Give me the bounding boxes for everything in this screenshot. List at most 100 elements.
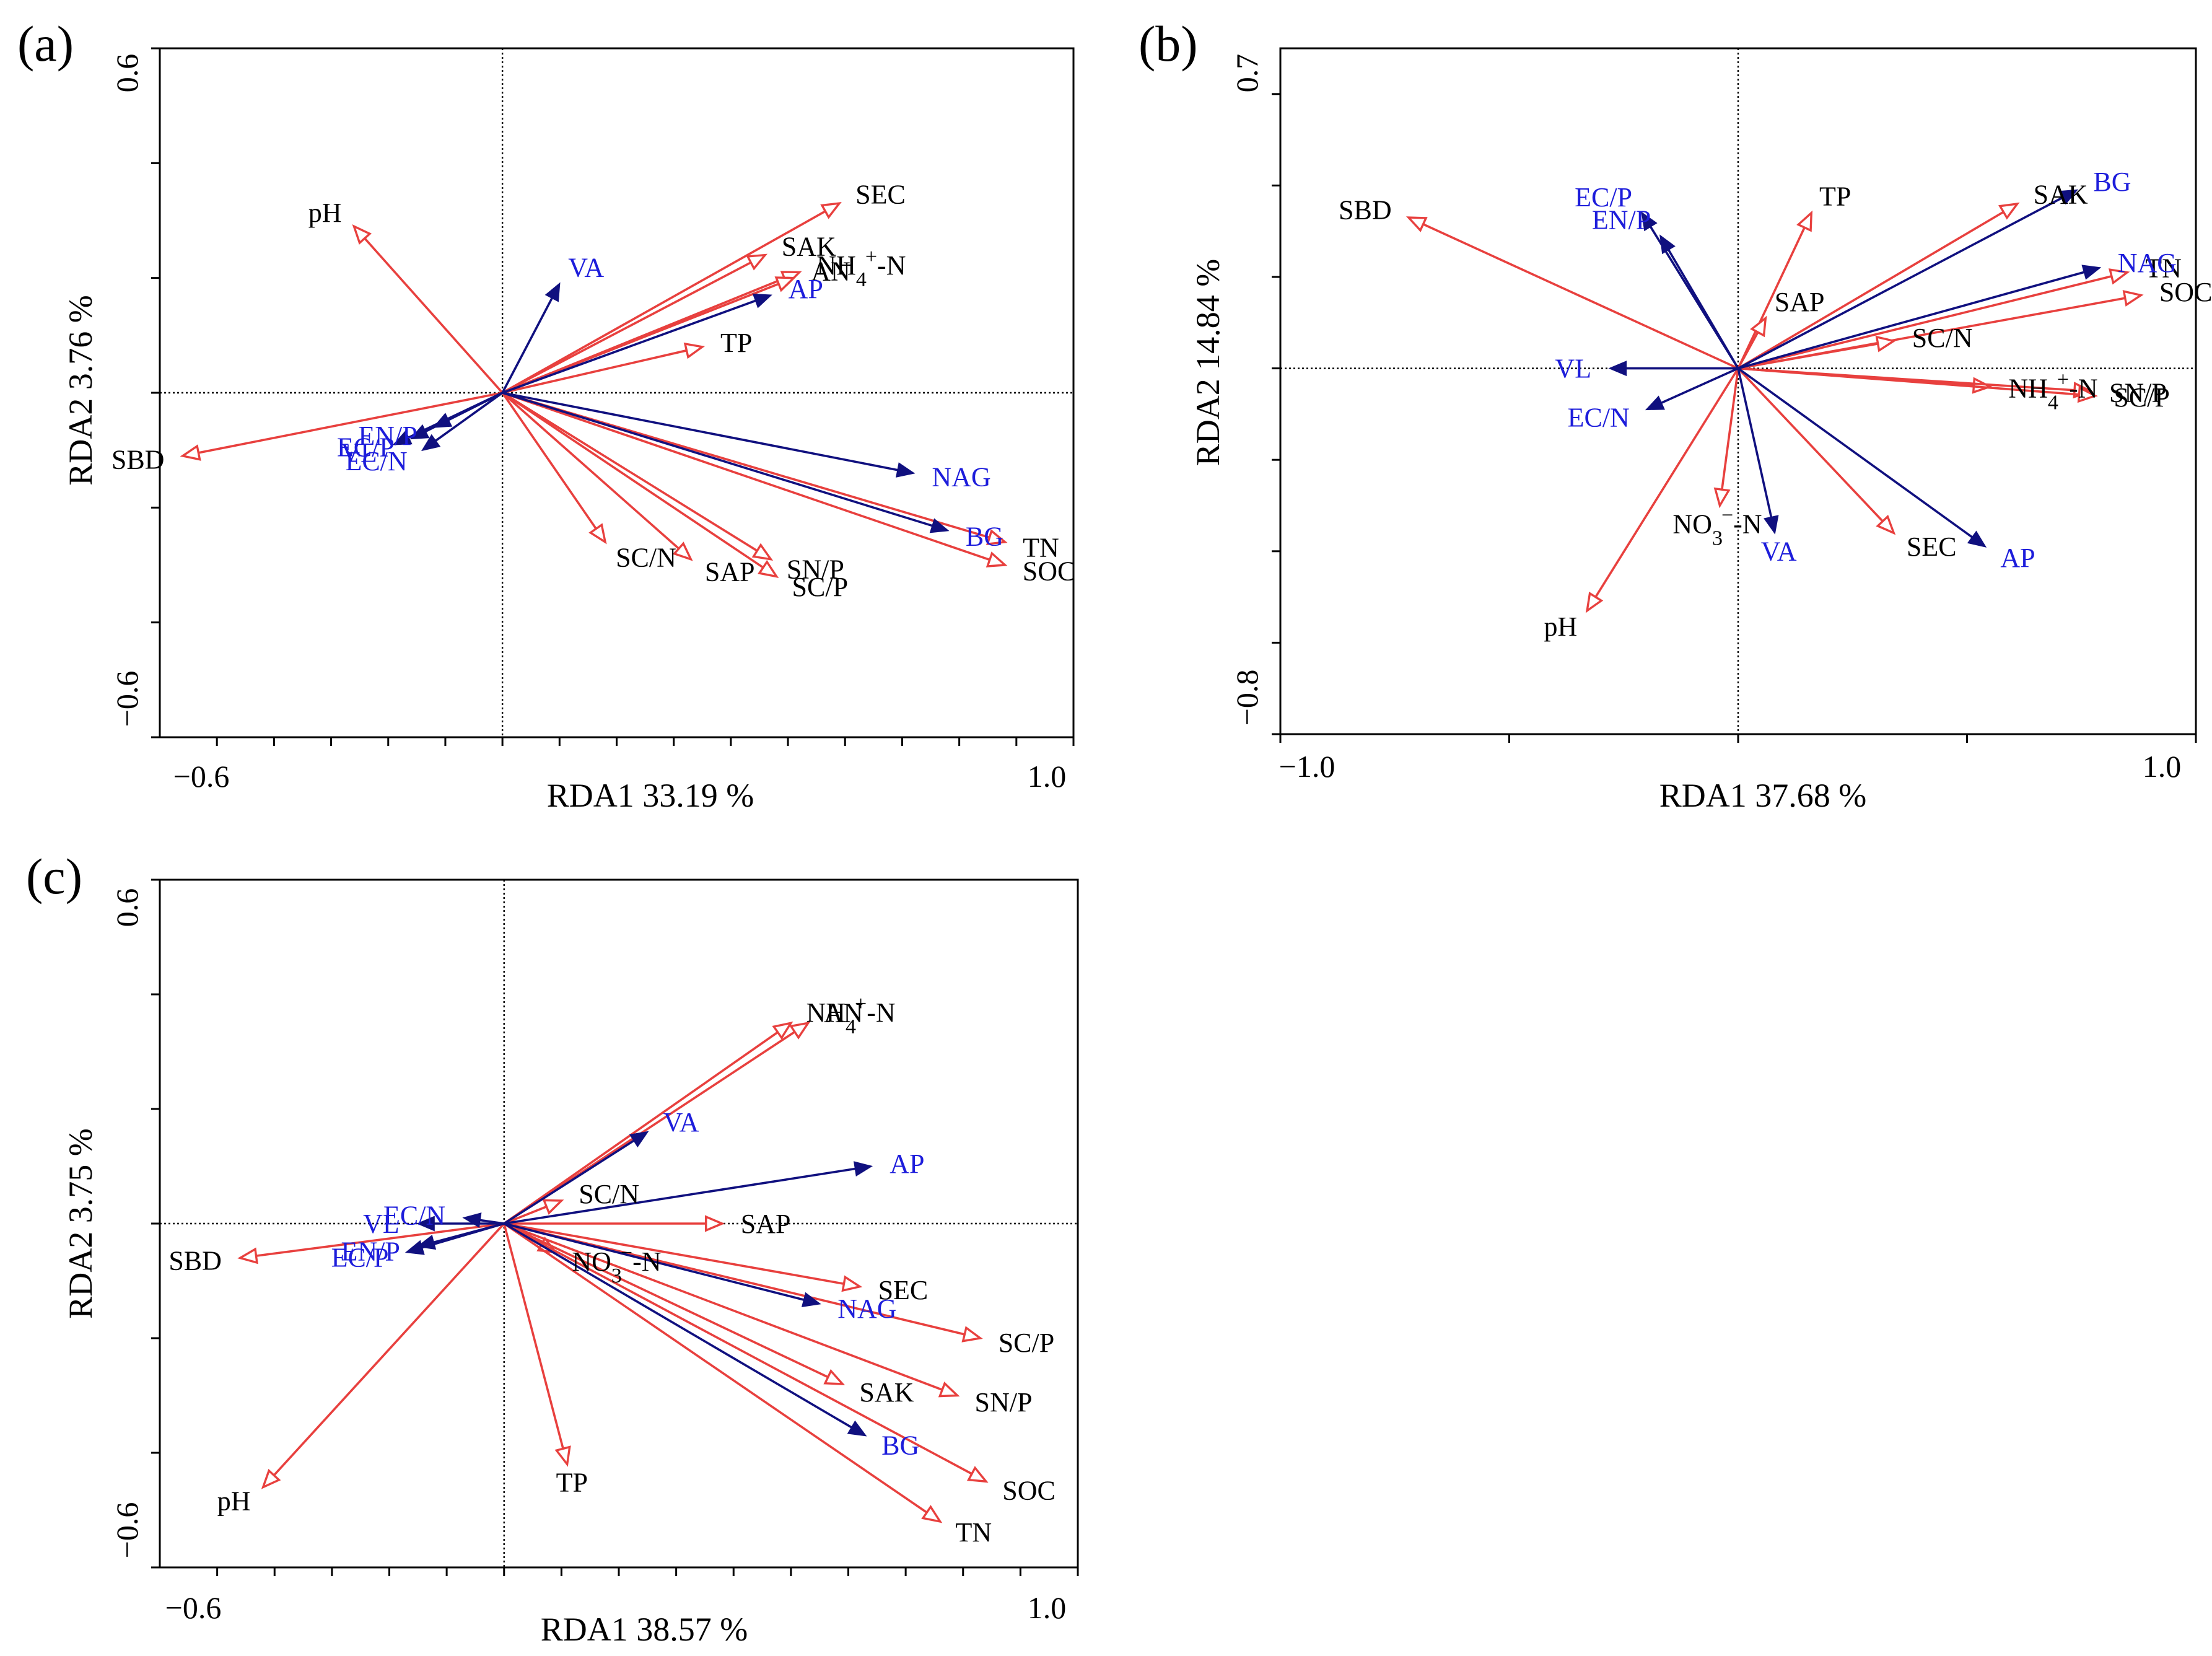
panel-c-vector-bg [503,1222,852,1429]
panel-c-label-sak: SAK [859,1377,914,1408]
panel-c-label-sc-p: SC/P [999,1328,1055,1358]
panel-a-label-tn: TN [1023,532,1059,563]
panel-b-vector-ec-n [1661,367,1739,405]
panel-c-label-ph: pH [217,1486,251,1517]
panel-a-label-sec: SEC [855,179,906,209]
panel-b-arrowhead-vl [1608,361,1627,377]
panel-a-arrowhead-sn-p [751,543,774,561]
panel-b-label-tp: TP [1819,182,1851,212]
panel-c-label-sec: SEC [878,1275,929,1305]
panel-a-arrowhead-soc [986,551,1008,567]
panel-c-label-an: AN [824,998,863,1028]
panel-a-vector-ap [502,299,756,394]
panel-b-label: (b) [1139,15,1198,72]
panel-b-arrowhead-sbd [1405,216,1428,232]
panel-a-arrowhead-vl [392,430,413,445]
panel-b-label-sec: SEC [1907,532,1957,562]
panel-b-vector-no3-n [1721,368,1739,490]
panel-b-vector-ap [1737,367,1974,538]
panel-a-label-nh4-n: NH4+-N [816,245,906,291]
panel-c-vector-ap [504,1167,856,1225]
panel-c-y-tick-max: 0.6 [110,888,144,927]
panel-b-arrowhead-bg [2058,189,2079,205]
panel-b-label-va: VA [1761,537,1797,567]
panel-c-arrowhead-ec-n [462,1212,482,1228]
panel-c-label-va: VA [663,1107,699,1137]
panel-b-arrowhead-ap [1967,530,1987,548]
panel-a-label-en-p: EN/P [358,421,417,451]
panel-a-arrowhead-sc-p [758,559,779,578]
panel-a-vector-tp [502,349,687,394]
panel-a-arrowhead-an [774,276,797,292]
panel-a-label-ap: AP [789,274,823,304]
panel-b-arrowhead-no3-n [1713,487,1731,509]
panel-b-arrowhead-sak [1998,202,2020,220]
panel-a-y-tick-max: 0.6 [110,54,144,93]
panel-b-vector-tp [1737,227,1806,369]
panel-a-x-tick-min: −0.6 [173,759,230,794]
panel-b-arrowhead-ph [1585,592,1604,613]
panel-a-x-axis-title: RDA1 33.19 % [547,777,754,814]
panel-c-vector-tp [503,1223,564,1449]
panel-c-vector-sak [503,1222,829,1378]
panel-a-vector-sec [502,210,826,394]
panel-b-label-sc-n: SC/N [1912,323,1973,353]
panel-a-vector-sn-p [502,392,758,552]
panel-b-vector-sbd [1422,223,1739,370]
panel-a-label-sn-p: SN/P [787,554,844,585]
panel-a-vector-ph [364,237,504,394]
panel-c-arrowhead-nag [801,1292,821,1307]
panel-a-label: (a) [17,15,74,72]
panel-a-vector-ec-n [435,392,504,442]
panel-a-arrowhead-sec [820,202,842,219]
panel-b-arrowhead-nag [2081,265,2102,280]
panel-c-label-tp: TP [556,1468,588,1498]
panel-a-arrowhead-tp [683,342,706,359]
panel-b-label-nag: NAG [2118,248,2177,278]
panel-a-arrowhead-sap [672,541,693,561]
panel-b-vector-nag [1738,271,2085,370]
panel-c-vector-sn-p [504,1222,943,1391]
panel-b-arrowhead-tn [2109,268,2130,285]
panel-c-vector-ph [273,1222,505,1476]
panel-b-label-vl: VL [1555,354,1591,384]
panel-b-label-no3-n: NO3−-N [1672,504,1762,550]
panel-c-arrowhead-tn [921,1505,943,1523]
panel-c-vector-tn [503,1222,928,1514]
panel-a-label-sak: SAK [782,232,836,262]
panel-b-vector-sec [1737,367,1884,522]
panel-c-vector-nag [504,1222,805,1301]
panel-c-vector-sc-n [504,1205,547,1225]
panel-c-label-soc: SOC [1002,1475,1056,1505]
panel-c-arrowhead-en-p [416,1234,437,1250]
panel-a-vector-ec-p [425,392,503,433]
panel-c-vector-va [503,1139,635,1225]
panel-a-arrowhead-nag [895,462,916,478]
panel-b-x-axis-title: RDA1 37.68 % [1659,777,1867,814]
panel-c-label-nh4-n: NH4+-N [806,992,895,1038]
panel-c-x-tick-min: −0.6 [165,1590,222,1625]
panel-c-arrowhead-sc-n [542,1199,564,1215]
panel-b-label-sap: SAP [1775,287,1825,317]
panel-a-label-nag: NAG [932,462,990,492]
panel-c-arrowhead-va [629,1131,649,1148]
panel-a-arrowhead-sc-n [588,523,607,545]
panel-c-arrowhead-soc [966,1466,989,1483]
panel-a-x-tick-max: 1.0 [1028,759,1067,794]
panel-a-vector-sc-n [501,392,597,530]
panel-a-vector-sbd [198,392,503,454]
panel-a-arrowhead-sbd [180,444,201,461]
panel-b-label-ec-p: EC/P [1575,182,1632,212]
panel-c-vector-nh4-n [503,1031,779,1225]
panel-b-label-bg: BG [2093,167,2131,197]
panel-b-label-nh4-n: NH4+-N [2008,368,2097,414]
panel-c-arrowhead-ec-p [404,1240,425,1255]
panel-a-label-vl: VL [341,437,377,468]
panel-a-vector-sc-p [502,392,764,569]
panel-c-vector-sec [504,1222,844,1285]
panel-c-arrowhead-sc-p [961,1326,983,1343]
panel-a-label-sap: SAP [705,557,755,587]
panel-c-label-sap: SAP [741,1209,791,1239]
